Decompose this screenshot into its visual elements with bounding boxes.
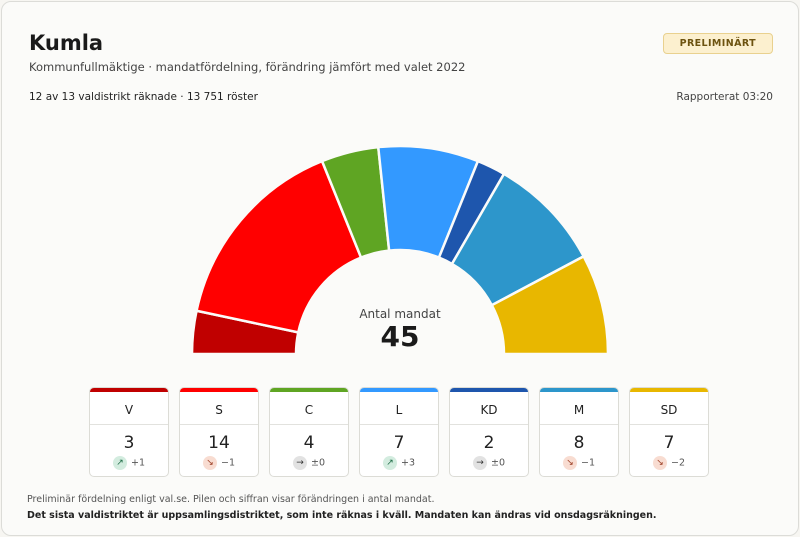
party-seat-count: 7 xyxy=(393,433,405,453)
change-value: −1 xyxy=(220,457,235,469)
party-card-v: V 3 ↗ +1 xyxy=(89,387,169,477)
divider xyxy=(540,424,618,425)
change-value: −1 xyxy=(580,457,595,469)
trend-up-icon: ↗ xyxy=(382,456,397,470)
party-seat-cards: V 3 ↗ +1 S 14 ↘ −1 C 4 → ±0 L 7 ↗ +3 KD 2 → ±0 M 8 ↘ −1 SD 7 ↘ −2 xyxy=(89,387,713,477)
party-color-bar xyxy=(360,388,438,392)
party-seat-count: 4 xyxy=(303,433,315,453)
total-seats-value: 45 xyxy=(380,320,420,353)
reported-time: Rapporterat 03:20 xyxy=(676,91,773,103)
seat-hemicycle-chart xyxy=(190,144,610,356)
page-title: Kumla xyxy=(29,31,104,55)
party-color-bar xyxy=(630,388,708,392)
divider xyxy=(360,424,438,425)
trend-up-icon: ↗ xyxy=(112,456,127,470)
party-color-bar xyxy=(270,388,348,392)
total-seats-label: Antal mandat xyxy=(359,307,441,321)
party-seat-change: ↘ −1 xyxy=(540,456,618,470)
party-seat-change: → ±0 xyxy=(270,456,348,470)
change-value: −2 xyxy=(670,457,685,469)
party-abbreviation: V xyxy=(124,403,134,417)
party-seat-change: ↗ +1 xyxy=(90,456,168,470)
party-card-m: M 8 ↘ −1 xyxy=(539,387,619,477)
divider xyxy=(180,424,258,425)
party-color-bar xyxy=(450,388,528,392)
change-value: ±0 xyxy=(310,457,325,469)
trend-flat-icon: → xyxy=(292,456,307,470)
party-card-l: L 7 ↗ +3 xyxy=(359,387,439,477)
seat-segment-s xyxy=(195,159,363,334)
trend-down-icon: ↘ xyxy=(562,456,577,470)
party-card-kd: KD 2 → ±0 xyxy=(449,387,529,477)
trend-flat-icon: → xyxy=(472,456,487,470)
change-value: +3 xyxy=(400,457,415,469)
party-color-bar xyxy=(90,388,168,392)
trend-down-icon: ↘ xyxy=(652,456,667,470)
page-subtitle: Kommunfullmäktige · mandatfördelning, fö… xyxy=(29,60,466,74)
divider xyxy=(630,424,708,425)
party-seat-change: ↘ −2 xyxy=(630,456,708,470)
party-card-sd: SD 7 ↘ −2 xyxy=(629,387,709,477)
party-color-bar xyxy=(180,388,258,392)
party-seat-change: ↘ −1 xyxy=(180,456,258,470)
party-abbreviation: SD xyxy=(660,403,678,417)
change-value: +1 xyxy=(130,457,145,469)
party-card-c: C 4 → ±0 xyxy=(269,387,349,477)
party-abbreviation: KD xyxy=(480,403,498,417)
party-abbreviation: L xyxy=(395,403,403,417)
party-seat-change: → ±0 xyxy=(450,456,528,470)
preliminary-badge: PRELIMINÄRT xyxy=(662,33,773,54)
party-seat-change: ↗ +3 xyxy=(360,456,438,470)
party-seat-count: 3 xyxy=(123,433,135,453)
party-abbreviation: M xyxy=(573,403,585,417)
divider xyxy=(450,424,528,425)
party-seat-count: 7 xyxy=(663,433,675,453)
party-seat-count: 8 xyxy=(573,433,585,453)
party-abbreviation: S xyxy=(215,403,223,417)
footnote-warning: Det sista valdistriktet är uppsamlingsdi… xyxy=(27,510,657,521)
party-card-s: S 14 ↘ −1 xyxy=(179,387,259,477)
divider xyxy=(270,424,348,425)
divider xyxy=(90,424,168,425)
party-color-bar xyxy=(540,388,618,392)
party-seat-count: 2 xyxy=(483,433,495,453)
change-value: ±0 xyxy=(490,457,505,469)
footnote: Preliminär fördelning enligt val.se. Pil… xyxy=(27,494,435,505)
party-seat-count: 14 xyxy=(208,433,230,453)
count-status: 12 av 13 valdistrikt räknade · 13 751 rö… xyxy=(29,91,258,103)
trend-down-icon: ↘ xyxy=(202,456,217,470)
party-abbreviation: C xyxy=(304,403,314,417)
seat-segment-sd xyxy=(490,254,610,356)
